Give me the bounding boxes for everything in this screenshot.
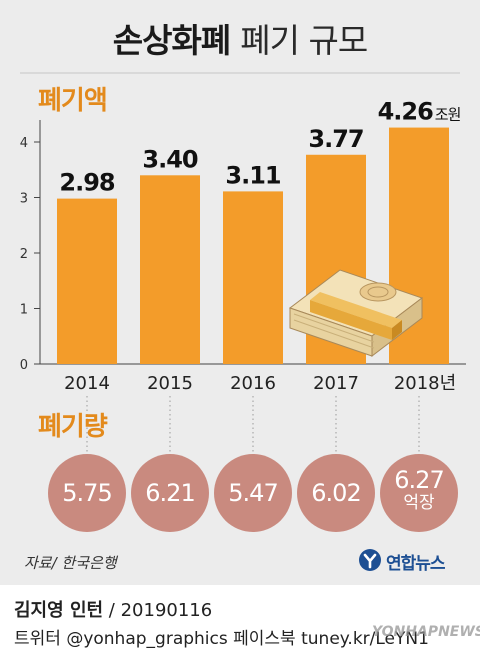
bar-2014 (57, 198, 117, 364)
author-credit: 김지영 인턴 / 20190116 (14, 596, 212, 622)
publish-date: / 20190116 (103, 600, 213, 621)
y-tick-label: 3 (20, 192, 28, 207)
volume-bubble-2017: 6.02 (297, 454, 375, 532)
bubble-guides (86, 396, 420, 452)
yonhap-logo-icon (359, 549, 381, 571)
title-block: 손상화폐 폐기 규모 (0, 14, 480, 62)
category-label: 2016 (230, 373, 276, 394)
bars (57, 127, 449, 364)
logo-text: 연합뉴스 (386, 554, 446, 574)
volume-value: 5.75 (62, 479, 112, 507)
volume-bubble-2018: 6.27 억장 (380, 454, 458, 532)
value-label: 3.77 (308, 125, 363, 153)
volume-section-label: 폐기량 (38, 412, 108, 442)
category-label: 2017 (313, 373, 359, 394)
value-label: 3.40 (142, 145, 198, 173)
volume-bubble-2015: 6.21 (131, 454, 209, 532)
bar-2016 (223, 191, 283, 364)
social-links: 트위터 @yonhap_graphics 페이스북 tuney.kr/LeYN1 (14, 629, 429, 649)
y-tick-label: 1 (20, 303, 28, 318)
volume-value: 5.47 (228, 479, 278, 507)
value-label: 2.98 (59, 169, 115, 197)
bar-2015 (140, 175, 200, 364)
y-tick-label: 4 (20, 136, 28, 151)
value-label: 3.11 (225, 161, 281, 189)
category-label: 2018년 (394, 373, 456, 394)
amount-section-label: 폐기액 (38, 86, 108, 116)
watermark: YONHAPNEWS (372, 624, 480, 640)
y-tick-label: 0 (20, 358, 28, 373)
volume-bubble-2016: 5.47 (214, 454, 292, 532)
category-labels: 2014 2015 2016 2017 2018년 (64, 373, 456, 394)
value-unit: 조원 (435, 106, 461, 124)
volume-value: 6.27 (394, 466, 444, 494)
volume-unit: 억장 (403, 493, 435, 513)
page-title: 손상화폐 (112, 21, 231, 60)
volume-value: 6.02 (311, 479, 361, 507)
banknote-bundle-icon (288, 269, 424, 358)
volume-value: 6.21 (145, 479, 195, 507)
source-note: 자료/ 한국은행 (24, 554, 117, 572)
y-tick-label: 2 (20, 247, 28, 262)
page-subtitle: 폐기 규모 (240, 21, 368, 60)
category-label: 2015 (147, 373, 193, 394)
author-name: 김지영 인턴 (14, 600, 104, 621)
value-label: 4.26 조원 (378, 98, 461, 126)
category-label: 2014 (64, 373, 110, 394)
volume-bubble-2014: 5.75 (48, 454, 126, 532)
title-divider (20, 72, 460, 74)
